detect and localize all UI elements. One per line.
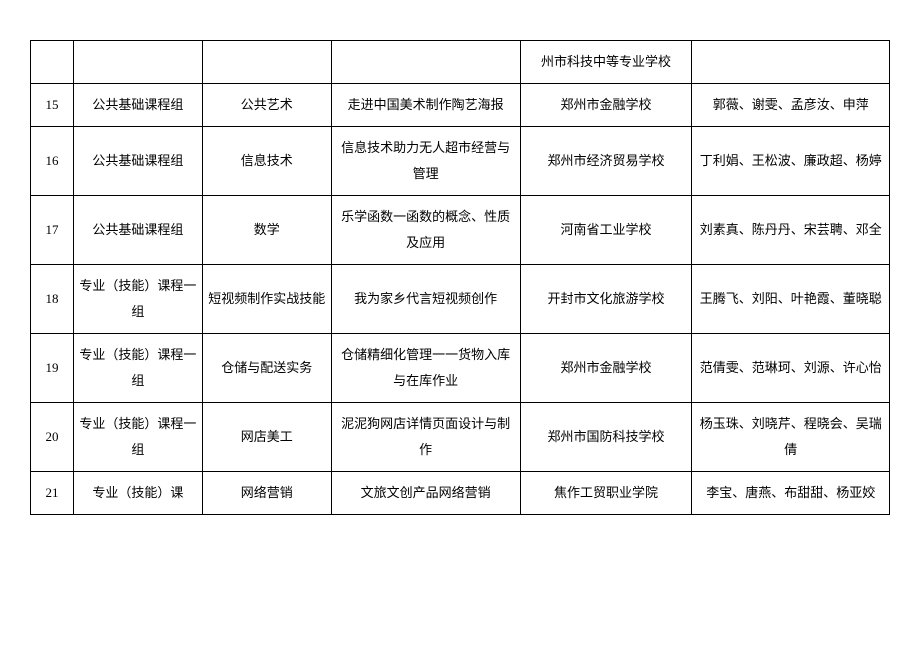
cell-school: 郑州市金融学校 <box>520 84 692 127</box>
cell-subject: 网店美工 <box>202 403 331 472</box>
cell-title: 仓储精细化管理一一货物入库与在库作业 <box>331 334 520 403</box>
cell-title <box>331 41 520 84</box>
cell-names: 刘素真、陈丹丹、宋芸聘、邓全 <box>692 196 890 265</box>
cell-num: 20 <box>31 403 74 472</box>
cell-group: 公共基础课程组 <box>73 196 202 265</box>
table-row: 州市科技中等专业学校 <box>31 41 890 84</box>
cell-names: 丁利娟、王松波、廉政超、杨婷 <box>692 127 890 196</box>
cell-subject: 信息技术 <box>202 127 331 196</box>
cell-school: 郑州市金融学校 <box>520 334 692 403</box>
cell-names: 郭薇、谢雯、孟彦汝、申萍 <box>692 84 890 127</box>
table-row: 18 专业（技能）课程一组 短视频制作实战技能 我为家乡代言短视频创作 开封市文… <box>31 265 890 334</box>
cell-names: 范倩雯、范琳珂、刘源、许心怡 <box>692 334 890 403</box>
cell-title: 乐学函数一函数的概念、性质及应用 <box>331 196 520 265</box>
cell-title: 文旅文创产品网络营销 <box>331 472 520 515</box>
cell-group: 专业（技能）课程一组 <box>73 403 202 472</box>
cell-group: 专业（技能）课 <box>73 472 202 515</box>
cell-school: 郑州市经济贸易学校 <box>520 127 692 196</box>
cell-num: 15 <box>31 84 74 127</box>
cell-school: 郑州市国防科技学校 <box>520 403 692 472</box>
table-row: 15 公共基础课程组 公共艺术 走进中国美术制作陶艺海报 郑州市金融学校 郭薇、… <box>31 84 890 127</box>
cell-subject: 数学 <box>202 196 331 265</box>
cell-num: 21 <box>31 472 74 515</box>
cell-school: 焦作工贸职业学院 <box>520 472 692 515</box>
cell-num: 17 <box>31 196 74 265</box>
table-body: 州市科技中等专业学校 15 公共基础课程组 公共艺术 走进中国美术制作陶艺海报 … <box>31 41 890 515</box>
table-row: 20 专业（技能）课程一组 网店美工 泥泥狗网店详情页面设计与制作 郑州市国防科… <box>31 403 890 472</box>
cell-school: 开封市文化旅游学校 <box>520 265 692 334</box>
cell-title: 走进中国美术制作陶艺海报 <box>331 84 520 127</box>
cell-num: 18 <box>31 265 74 334</box>
cell-subject: 网络营销 <box>202 472 331 515</box>
data-table: 州市科技中等专业学校 15 公共基础课程组 公共艺术 走进中国美术制作陶艺海报 … <box>30 40 890 515</box>
cell-num: 19 <box>31 334 74 403</box>
cell-group: 公共基础课程组 <box>73 127 202 196</box>
cell-group: 专业（技能）课程一组 <box>73 334 202 403</box>
cell-title: 我为家乡代言短视频创作 <box>331 265 520 334</box>
table-row: 21 专业（技能）课 网络营销 文旅文创产品网络营销 焦作工贸职业学院 李宝、唐… <box>31 472 890 515</box>
cell-subject <box>202 41 331 84</box>
cell-title: 信息技术助力无人超市经营与管理 <box>331 127 520 196</box>
cell-subject: 短视频制作实战技能 <box>202 265 331 334</box>
table-row: 17 公共基础课程组 数学 乐学函数一函数的概念、性质及应用 河南省工业学校 刘… <box>31 196 890 265</box>
cell-school: 河南省工业学校 <box>520 196 692 265</box>
cell-names <box>692 41 890 84</box>
cell-names: 王腾飞、刘阳、叶艳霞、董晓聪 <box>692 265 890 334</box>
cell-num: 16 <box>31 127 74 196</box>
cell-title: 泥泥狗网店详情页面设计与制作 <box>331 403 520 472</box>
cell-subject: 公共艺术 <box>202 84 331 127</box>
cell-group: 专业（技能）课程一组 <box>73 265 202 334</box>
table-row: 19 专业（技能）课程一组 仓储与配送实务 仓储精细化管理一一货物入库与在库作业… <box>31 334 890 403</box>
cell-group: 公共基础课程组 <box>73 84 202 127</box>
cell-names: 杨玉珠、刘晓芹、程晓会、吴瑞倩 <box>692 403 890 472</box>
cell-num <box>31 41 74 84</box>
cell-school: 州市科技中等专业学校 <box>520 41 692 84</box>
table-row: 16 公共基础课程组 信息技术 信息技术助力无人超市经营与管理 郑州市经济贸易学… <box>31 127 890 196</box>
cell-subject: 仓储与配送实务 <box>202 334 331 403</box>
cell-names: 李宝、唐燕、布甜甜、杨亚姣 <box>692 472 890 515</box>
cell-group <box>73 41 202 84</box>
